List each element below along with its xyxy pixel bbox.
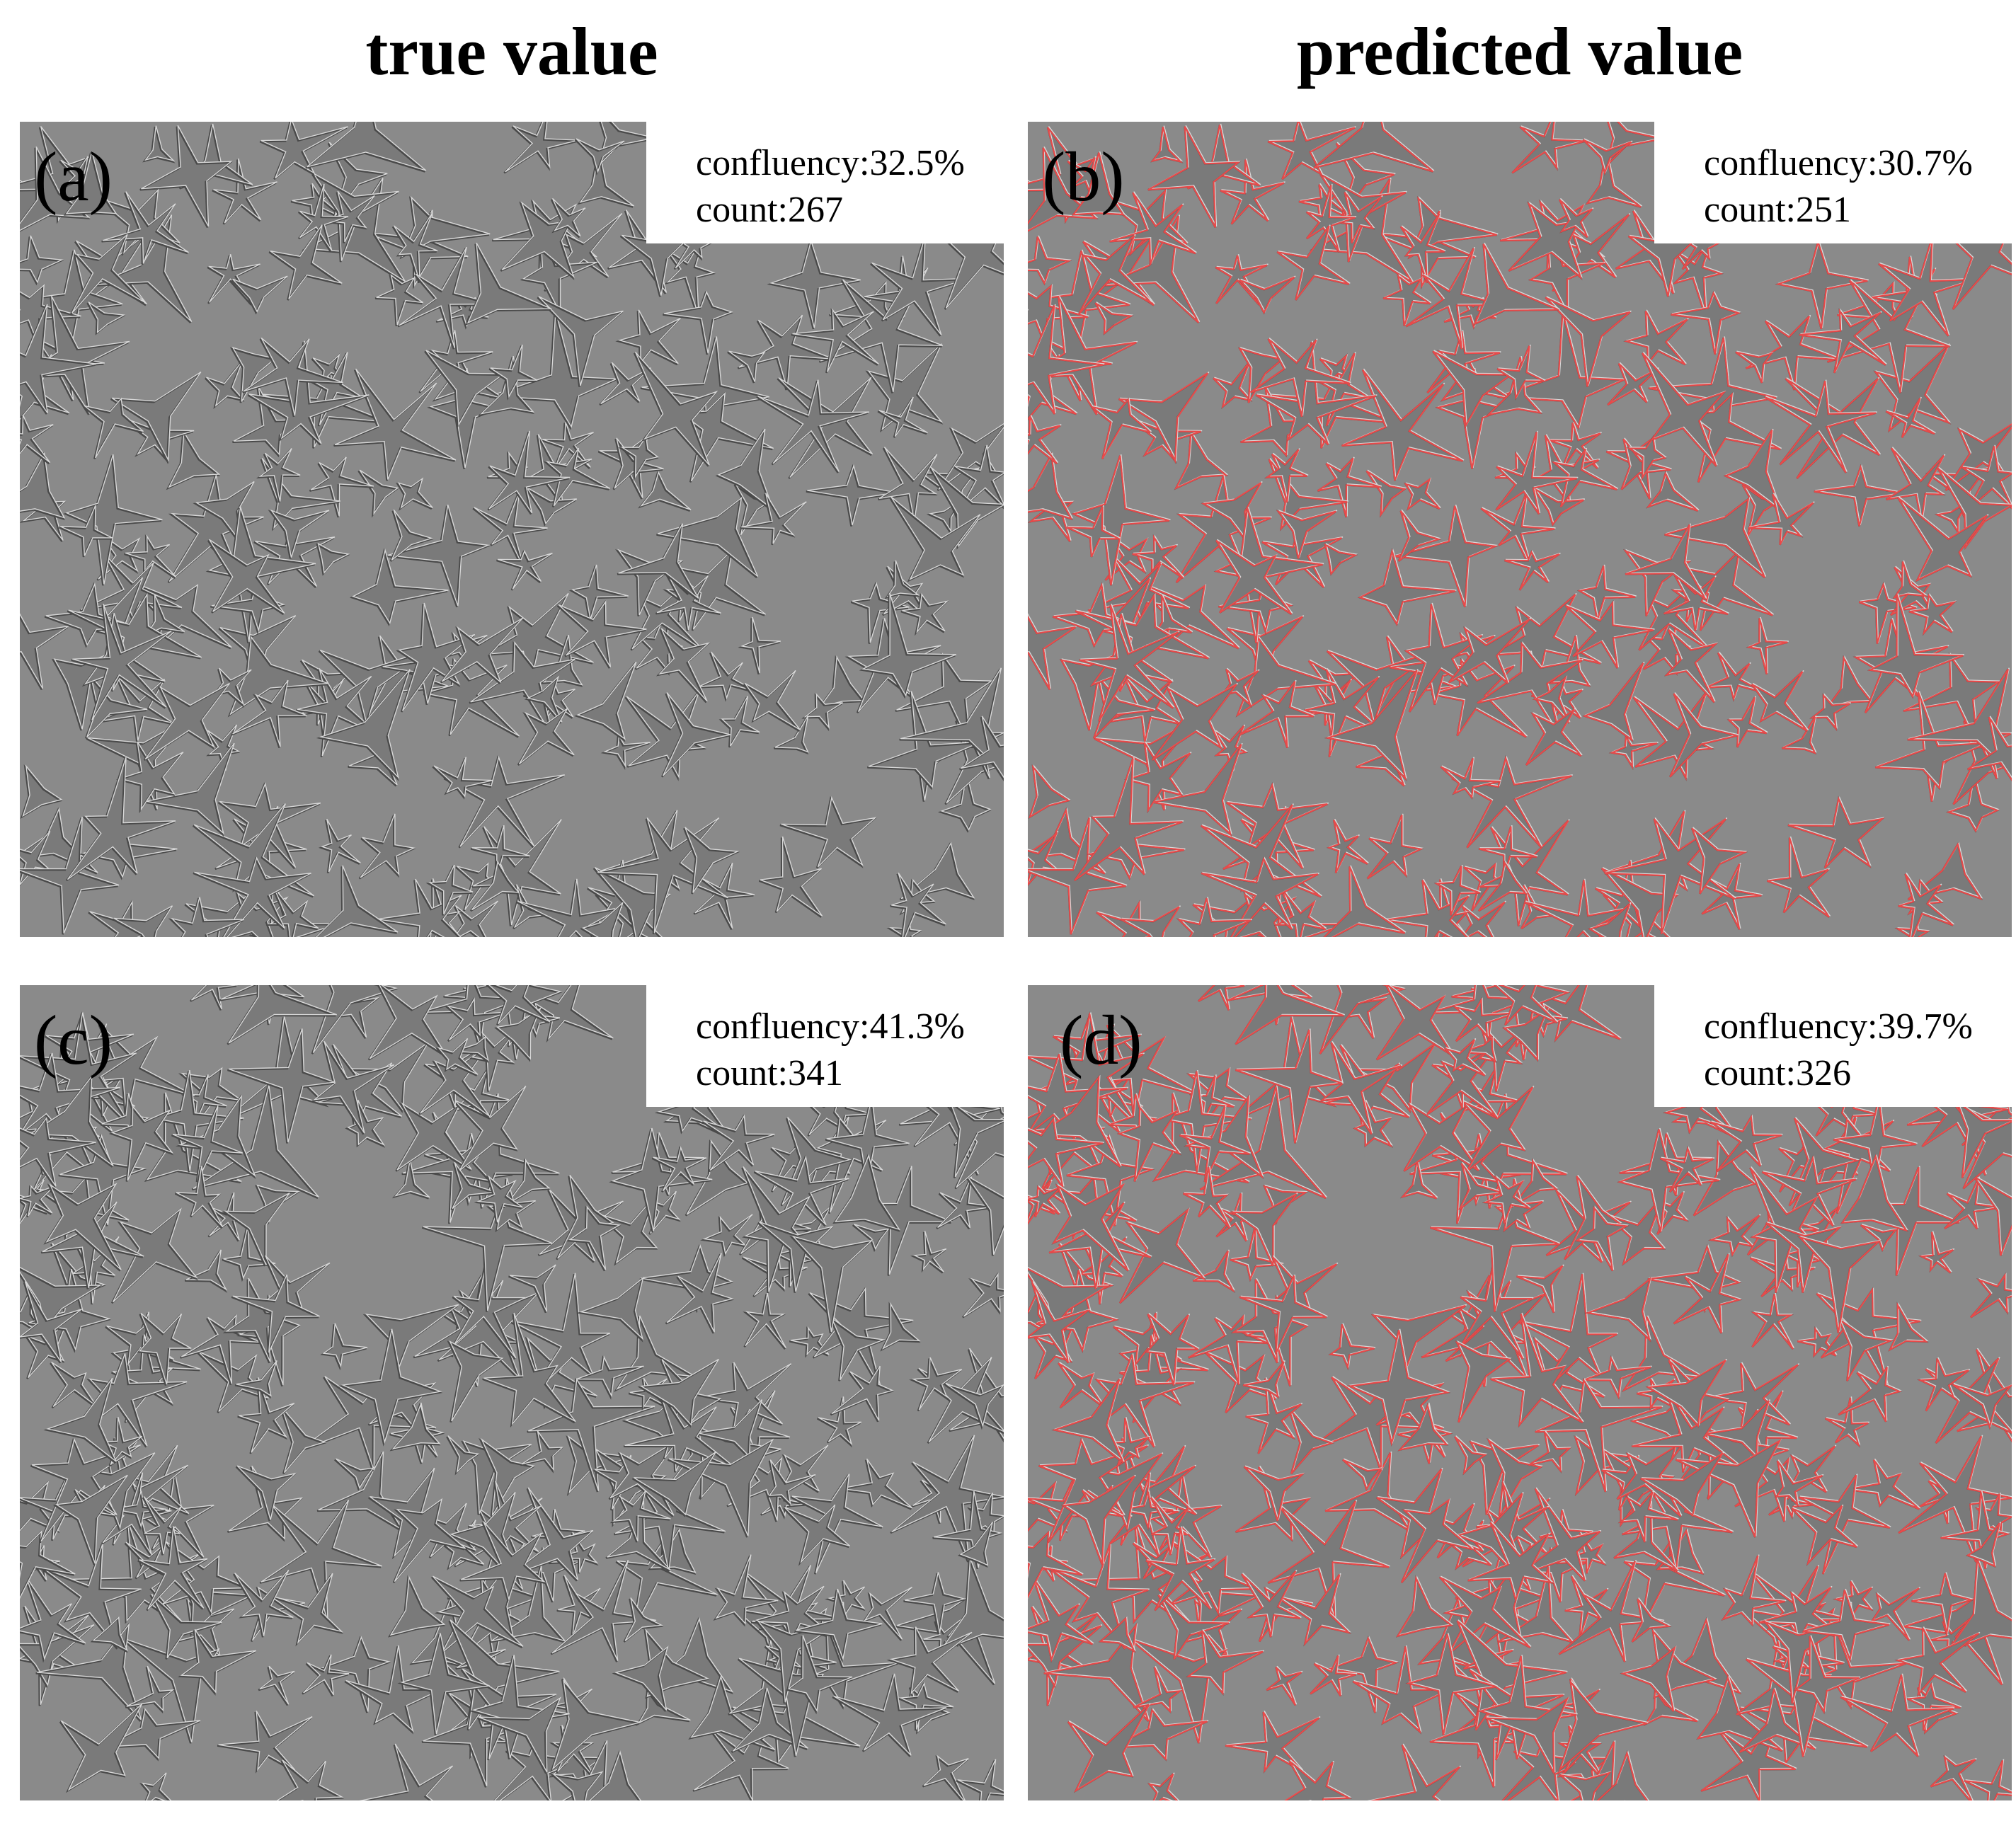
panel-notch: [646, 985, 1004, 1107]
true-value-title: true value: [365, 13, 658, 89]
count-value: count:267: [696, 190, 843, 230]
panel-c: (c) confluency:41.3% count:341: [20, 985, 1004, 1800]
microscopy-image: [20, 985, 1004, 1800]
confluency-value: confluency:30.7%: [1704, 143, 1973, 183]
panel-b: (b) confluency:30.7% count:251: [1028, 122, 2012, 937]
microscopy-image: [1028, 985, 2012, 1800]
count-value: count:251: [1704, 190, 1851, 230]
confluency-value: confluency:32.5%: [696, 143, 965, 183]
panel-label: (d): [1060, 1001, 1142, 1079]
panel-notch: [1654, 985, 2012, 1107]
panel-d: (d) confluency:39.7% count:326: [1028, 985, 2012, 1800]
confluency-value: confluency:39.7%: [1704, 1006, 1973, 1047]
panel-label: (a): [34, 137, 113, 216]
microscopy-image: [20, 122, 1004, 937]
panel-stats: confluency:39.7% count:326: [1679, 985, 2012, 1107]
microscopy-image: [1028, 122, 2012, 937]
count-value: count:341: [696, 1053, 843, 1093]
panel-label: (c): [34, 1001, 113, 1079]
predicted-value-title: predicted value: [1296, 13, 1743, 89]
panel-notch: [1654, 122, 2012, 243]
panel-stats: confluency:32.5% count:267: [671, 122, 1004, 243]
count-value: count:326: [1704, 1053, 1851, 1093]
panel-stats: confluency:41.3% count:341: [671, 985, 1004, 1107]
panel-notch: [646, 122, 1004, 243]
confluency-value: confluency:41.3%: [696, 1006, 965, 1047]
panel-stats: confluency:30.7% count:251: [1679, 122, 2012, 243]
panel-label: (b): [1042, 137, 1125, 216]
panel-a: (a) confluency:32.5% count:267: [20, 122, 1004, 937]
